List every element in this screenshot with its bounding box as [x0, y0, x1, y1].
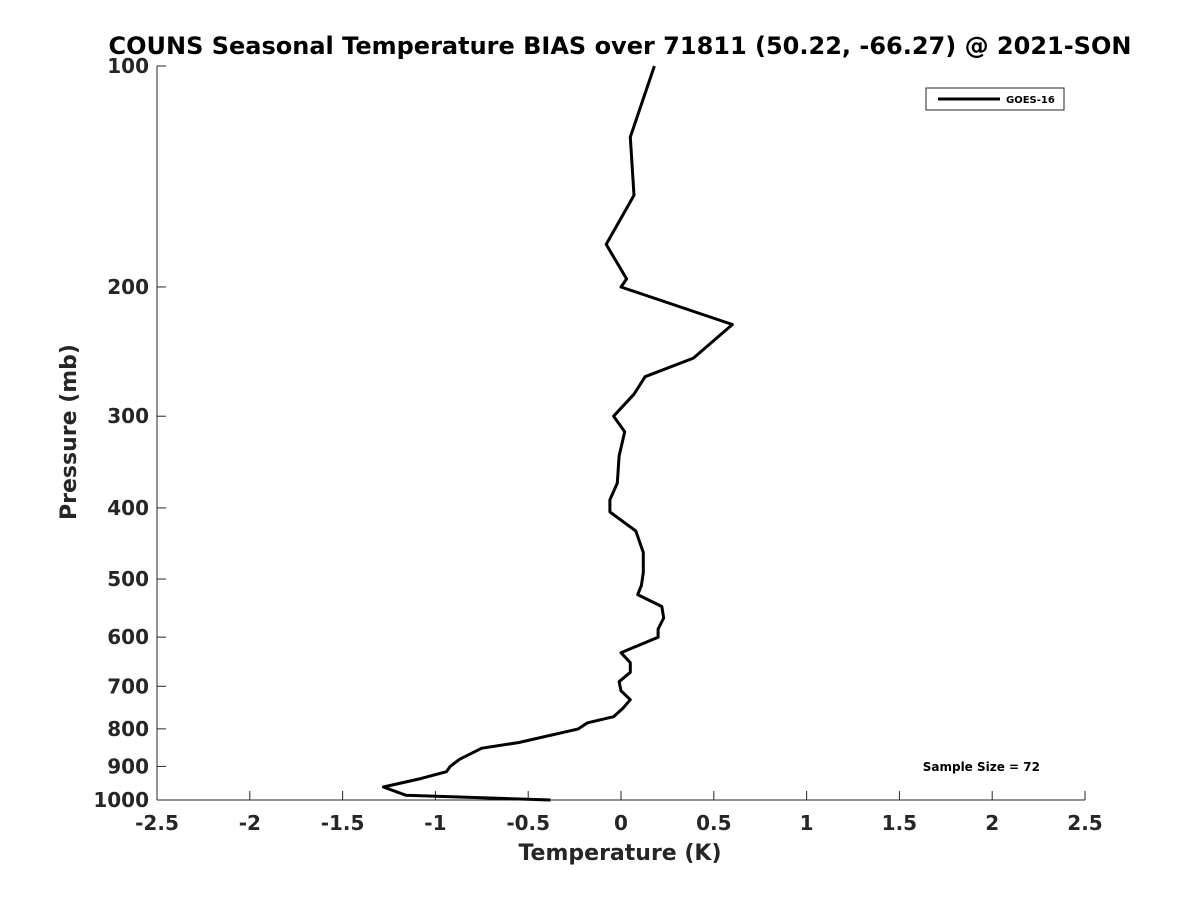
sample-size-annotation: Sample Size = 72	[923, 760, 1040, 774]
x-tick-label: -1.5	[321, 811, 365, 835]
legend-label: GOES-16	[1006, 95, 1055, 106]
y-tick-label: 200	[107, 275, 149, 299]
chart-title: COUNS Seasonal Temperature BIAS over 718…	[109, 32, 1132, 60]
x-tick-label: 0.5	[696, 811, 731, 835]
y-tick-label: 100	[107, 54, 149, 78]
x-tick-label: 1	[800, 811, 814, 835]
x-tick-label: -2	[239, 811, 261, 835]
x-tick-label: -1	[424, 811, 446, 835]
y-tick-label: 800	[107, 717, 149, 741]
y-tick-label: 300	[107, 404, 149, 428]
series-layer	[381, 65, 734, 802]
x-tick-label: 2.5	[1067, 811, 1102, 835]
legend: GOES-16	[925, 87, 1065, 111]
x-tick-label: 0	[614, 811, 628, 835]
x-axis-label: Temperature (K)	[518, 841, 721, 866]
y-tick-label: 1000	[93, 788, 149, 812]
y-tick-label: 400	[107, 496, 149, 520]
series-line-goes-16	[381, 65, 734, 802]
y-tick-label: 600	[107, 625, 149, 649]
y-tick-label: 500	[107, 567, 149, 591]
x-tick-label: 2	[985, 811, 999, 835]
y-axis-ticks: 100 200 300 400 500 600 700 800 900 1000	[93, 54, 166, 812]
x-tick-label: -2.5	[135, 811, 179, 835]
x-tick-label: 1.5	[882, 811, 917, 835]
y-axis-label: Pressure (mb)	[57, 344, 82, 520]
x-axis-ticks: -2.5 -2 -1.5 -1 -0.5 0 0.5 1 1.5 2 2.5	[135, 791, 1103, 835]
y-tick-label: 700	[107, 674, 149, 698]
x-tick-label: -0.5	[506, 811, 550, 835]
y-tick-label: 900	[107, 754, 149, 778]
